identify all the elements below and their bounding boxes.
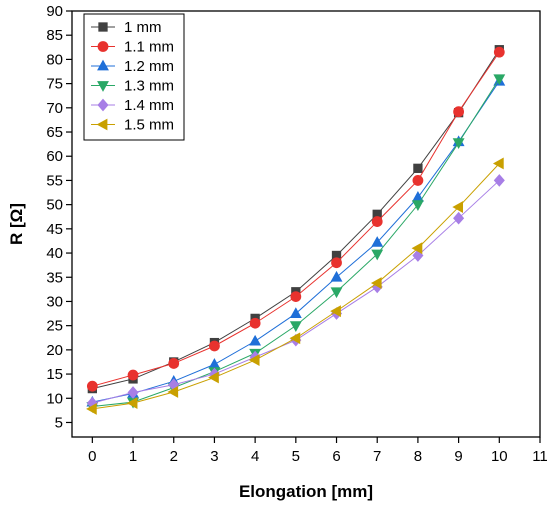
x-tick-label: 11 <box>532 448 548 465</box>
data-point <box>452 201 464 213</box>
y-tick-label: 15 <box>46 366 63 383</box>
data-point <box>209 340 220 352</box>
y-tick-label: 40 <box>46 245 63 262</box>
legend-marker <box>97 41 109 52</box>
x-tick-label: 2 <box>170 448 178 465</box>
x-tick-label: 8 <box>414 448 422 465</box>
data-point <box>453 106 465 118</box>
x-tick-label: 10 <box>491 448 508 465</box>
data-point <box>330 287 343 299</box>
x-tick-label: 5 <box>292 448 300 465</box>
data-point <box>289 321 302 332</box>
y-tick-label: 25 <box>46 318 63 335</box>
y-tick-label: 70 <box>46 100 63 117</box>
legend-marker <box>97 98 109 112</box>
data-point <box>493 174 505 187</box>
series-2 <box>86 46 505 392</box>
data-point <box>331 257 342 269</box>
x-axis-title: Elongation [mm] <box>239 482 373 501</box>
plot-frame <box>71 10 541 438</box>
data-point <box>493 74 506 86</box>
legend: 1 mm 1.1 mm 1.2 mm 1.3 mm 1.4 mm 1.5 mm <box>83 13 185 141</box>
legend-marker <box>97 81 109 92</box>
axes: 0 1 2 3 4 5 6 7 8 9 10 1151015202530354045505560657… <box>46 3 547 465</box>
data-point <box>330 305 341 318</box>
y-tick-label: 80 <box>46 51 63 68</box>
data-point <box>168 358 180 369</box>
y-tick-label: 75 <box>46 76 63 93</box>
data-point <box>127 386 139 399</box>
y-tick-label: 35 <box>46 269 63 286</box>
legend-marker <box>97 59 109 71</box>
legend-marker <box>96 118 108 131</box>
data-point <box>127 369 139 381</box>
x-tick-label: 6 <box>332 448 340 465</box>
data-point <box>412 175 424 186</box>
data-point <box>452 138 465 149</box>
legend-marker <box>98 22 108 32</box>
y-tick-label: 85 <box>46 27 63 44</box>
data-point <box>370 277 382 289</box>
data-point <box>290 291 302 303</box>
series-group <box>86 45 506 415</box>
y-tick-label: 55 <box>46 172 63 189</box>
data-point <box>411 242 423 255</box>
data-point <box>248 354 260 366</box>
y-axis-title: R [Ω] <box>7 203 26 245</box>
y-tick-label: 5 <box>55 414 63 431</box>
data-point <box>249 317 261 329</box>
data-point <box>371 236 384 247</box>
y-tick-label: 90 <box>46 3 63 20</box>
legend-label: 1.3 mm <box>124 78 174 95</box>
y-tick-label: 60 <box>46 148 63 165</box>
data-point <box>86 380 98 392</box>
data-point <box>411 200 424 211</box>
data-point <box>492 157 504 170</box>
y-tick-label: 45 <box>46 221 63 238</box>
legend-label: 1.1 mm <box>124 39 174 56</box>
y-tick-label: 10 <box>46 390 63 407</box>
data-point <box>453 211 465 225</box>
legend-label: 1 mm <box>124 19 162 36</box>
legend-box <box>83 13 185 141</box>
data-point <box>86 402 97 415</box>
y-tick-label: 65 <box>46 124 63 141</box>
data-point <box>493 46 505 58</box>
data-point <box>413 163 423 173</box>
data-point <box>289 307 302 318</box>
legend-label: 1.4 mm <box>124 97 174 114</box>
data-point <box>371 216 383 227</box>
data-point <box>371 249 384 261</box>
series-6 <box>86 157 504 415</box>
data-point <box>330 270 343 282</box>
x-tick-label: 1 <box>129 448 137 465</box>
y-tick-label: 20 <box>46 342 63 359</box>
legend-label: 1.2 mm <box>124 58 174 75</box>
data-point <box>289 332 301 345</box>
data-point <box>126 397 138 410</box>
data-point <box>167 386 179 398</box>
series-line <box>92 163 500 410</box>
x-tick-label: 3 <box>210 448 218 465</box>
data-point <box>249 334 262 346</box>
data-point <box>208 371 219 384</box>
legend-label: 1.5 mm <box>124 117 174 134</box>
data-point <box>208 358 221 369</box>
x-tick-label: 7 <box>373 448 381 465</box>
y-tick-label: 50 <box>46 197 63 214</box>
x-tick-label: 4 <box>251 448 259 465</box>
x-tick-label: 9 <box>454 448 462 465</box>
y-tick-label: 30 <box>46 293 63 310</box>
x-tick-label: 0 <box>88 448 96 465</box>
